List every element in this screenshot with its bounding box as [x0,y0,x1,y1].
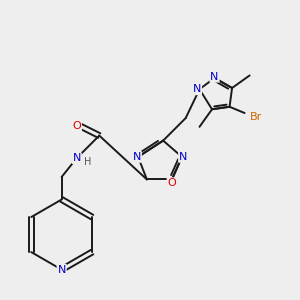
Text: N: N [210,72,219,82]
Text: N: N [133,152,141,162]
Text: O: O [72,121,81,130]
Text: N: N [193,84,201,94]
Text: Br: Br [250,112,262,122]
Text: O: O [168,178,176,188]
Text: H: H [84,157,92,167]
Text: N: N [73,153,81,163]
Text: N: N [179,152,188,162]
Text: N: N [58,265,66,275]
